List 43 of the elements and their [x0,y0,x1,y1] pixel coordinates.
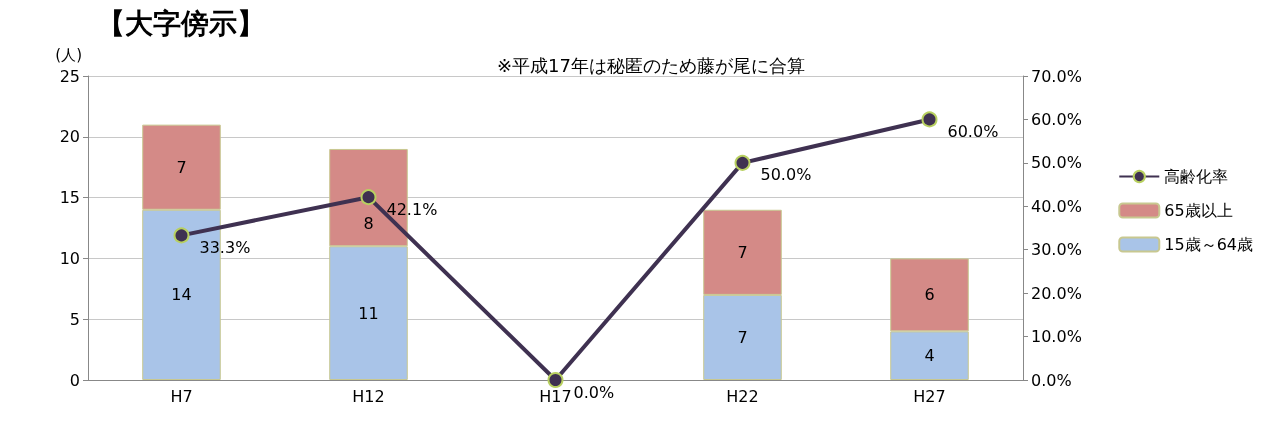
y2-tick-label: 0.0% [1031,370,1072,390]
y2-tick-label: 50.0% [1031,153,1082,173]
y-tick-label: 15 [59,188,80,208]
data-label: 0.0% [573,382,615,402]
x-tick-label: H12 [352,386,385,406]
x-tick-label: H22 [726,386,759,406]
y-tick-label: 0 [69,370,80,390]
y2-tick-label: 30.0% [1031,240,1082,260]
y2-tick-label: 60.0% [1031,109,1082,129]
y2-tick-label: 70.0% [1031,66,1082,86]
point [547,372,564,388]
x-tick-label: H7 [170,386,193,406]
y-tick-label: 25 [59,66,80,86]
point [734,154,751,171]
legend-label: 15歳～64歳 [1164,235,1253,254]
point [921,111,938,128]
x-tick-label: H27 [913,386,946,406]
y-tick-label: 20 [59,127,80,147]
data-label: 42.1% [386,199,438,219]
data-label: 60.0% [947,121,999,141]
data-label: 7 [737,327,748,347]
data-label: 33.3% [199,237,251,257]
data-label: 6 [924,285,935,305]
y-tick-label: 10 [59,248,80,268]
y2-tick-label: 20.0% [1031,283,1082,303]
legend-label: 65歳以上 [1164,201,1233,220]
chart-title: 【大字傍示】 [97,6,265,40]
data-label: 7 [176,157,187,177]
point [173,227,190,244]
x-tick-label: H17 [539,386,572,406]
y2-tick-label: 40.0% [1031,196,1082,216]
text: ※平成17年は秘匿のため藤が尾に合算 [497,54,805,76]
data-label: 50.0% [760,165,812,185]
legend-label: 高齢化率 [1164,167,1229,186]
y-tick-label: 5 [69,309,80,329]
point [360,189,377,206]
data-label: 8 [363,214,374,234]
y-axis-title: (人) [55,45,82,64]
data-label: 11 [358,303,379,323]
data-label: 7 [737,242,748,262]
data-label: 4 [924,346,935,366]
y2-tick-label: 10.0% [1031,327,1082,347]
data-label: 14 [171,285,192,305]
